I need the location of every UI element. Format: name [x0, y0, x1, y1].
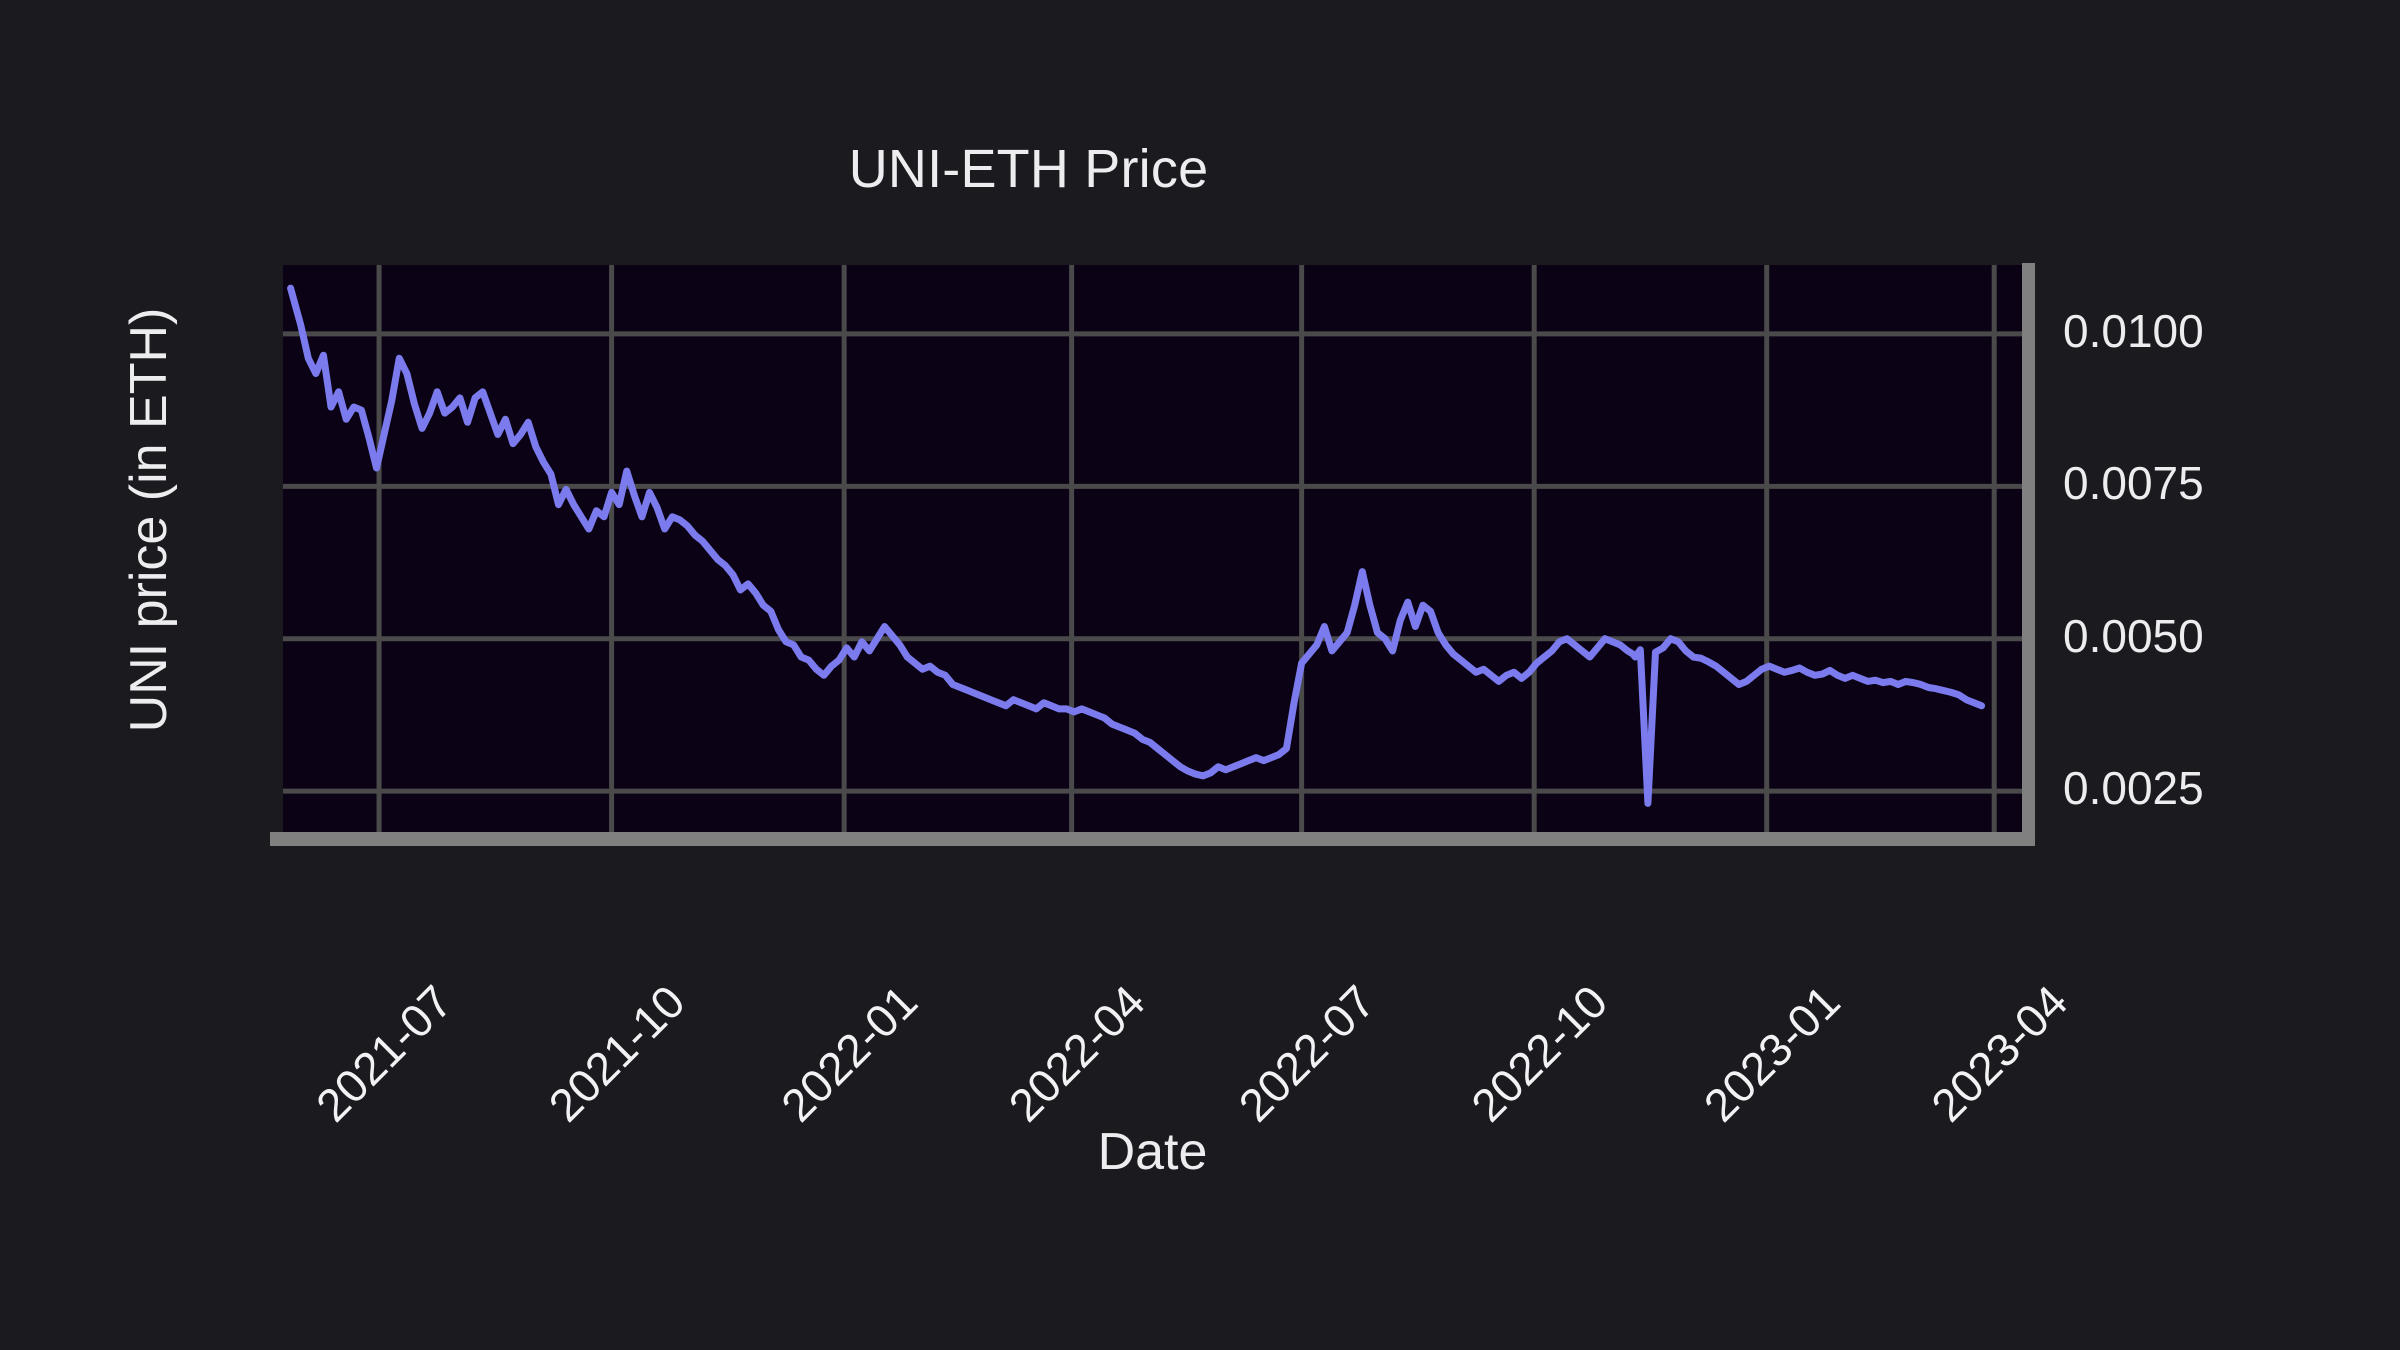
y-axis-title: UNI price (in ETH): [120, 307, 178, 733]
x-tick-label: 2023-04: [1921, 975, 2078, 1132]
bottom-axis-spine: [270, 832, 2035, 846]
y-tick-label: 0.0050: [2063, 609, 2204, 662]
x-tick-label: 2022-04: [998, 975, 1155, 1132]
y-tick-label: 0.0100: [2063, 304, 2204, 357]
x-tick-label: 2021-07: [305, 975, 463, 1132]
x-axis-title: Date: [1097, 1123, 1208, 1181]
x-tick-label: 2021-10: [538, 975, 695, 1132]
x-tick-label: 2022-10: [1461, 975, 1618, 1132]
y-tick-label: 0.0025: [2063, 762, 2204, 815]
plot-area: [283, 265, 2022, 832]
chart-title: UNI-ETH Price: [848, 139, 1209, 199]
y-tick-label: 0.0075: [2063, 457, 2204, 510]
x-tick-label: 2022-07: [1228, 975, 1385, 1132]
right-axis-spine: [2022, 263, 2035, 834]
series-lines: [291, 288, 1982, 803]
x-tick-label: 2023-01: [1693, 975, 1850, 1132]
plot-canvas: [283, 265, 2022, 832]
x-tick-label: 2022-01: [771, 975, 928, 1132]
grid-lines: [283, 265, 2022, 832]
data-series-line: [291, 288, 1982, 803]
